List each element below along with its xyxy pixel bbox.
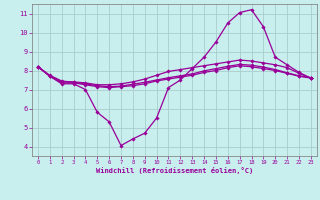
- X-axis label: Windchill (Refroidissement éolien,°C): Windchill (Refroidissement éolien,°C): [96, 167, 253, 174]
